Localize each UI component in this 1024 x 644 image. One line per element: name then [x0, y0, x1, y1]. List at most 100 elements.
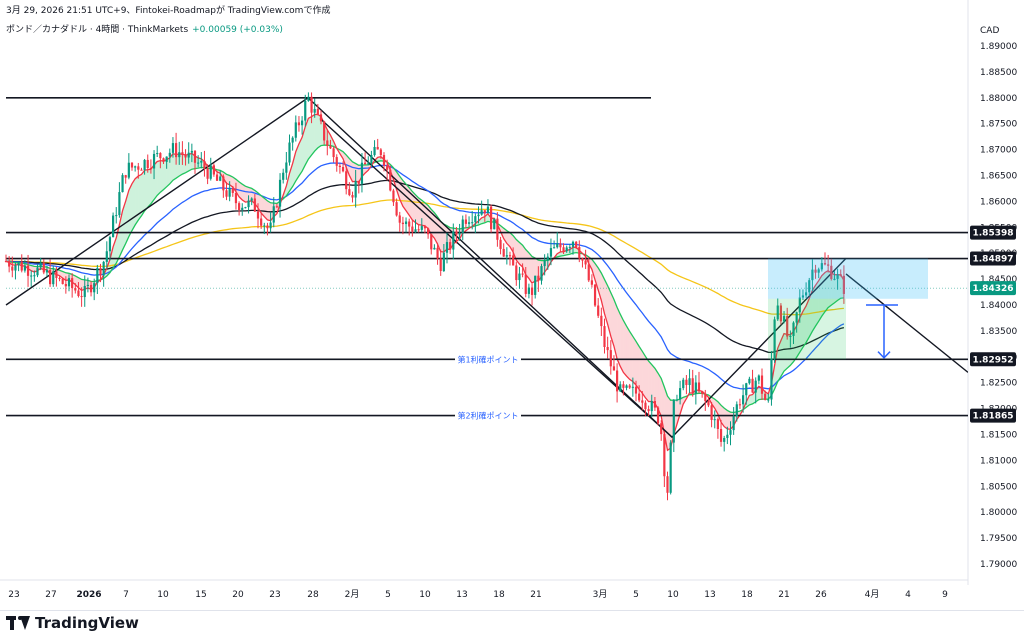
x-tick-label: 21 [778, 590, 789, 600]
cloud-segment [636, 341, 640, 390]
candle-body [612, 366, 616, 371]
candle-body [398, 215, 401, 223]
candle-body [206, 168, 209, 179]
candle-body [445, 242, 449, 253]
cloud-segment [267, 200, 271, 221]
tradingview-logo[interactable]: TradingView [6, 614, 139, 632]
candle-body [767, 399, 770, 401]
x-tick-label: 18 [493, 590, 505, 600]
candle-body [269, 222, 272, 229]
x-tick-label: 20 [232, 590, 244, 600]
cloud-segment [135, 176, 139, 225]
cloud-segment [837, 274, 841, 301]
cloud-segment [519, 242, 523, 268]
candle-body [486, 206, 490, 214]
candle-body [42, 262, 45, 273]
chart-header-info: 3月 29, 2026 21:51 UTC+9、Fintokei-Roadmap… [6, 6, 331, 16]
candle-body [401, 222, 404, 225]
candle-body [23, 265, 26, 271]
candle-body [203, 160, 206, 169]
y-tick-label: 1.79500 [980, 534, 1017, 544]
y-tick-label: 1.80000 [980, 508, 1017, 518]
candle-body [786, 316, 789, 337]
candle-body [625, 385, 628, 388]
candle-body [682, 379, 685, 389]
candle-body [272, 206, 275, 223]
candle-body [540, 266, 543, 281]
candle-body [17, 261, 20, 266]
x-tick-label: 18 [741, 590, 753, 600]
candle-body [490, 206, 493, 230]
brand-name: TradingView [35, 614, 139, 632]
candle-body [609, 350, 612, 367]
candle-body [697, 382, 701, 392]
y-tick-label: 1.86500 [980, 172, 1017, 182]
candle-body [89, 284, 93, 293]
candle-body [546, 256, 549, 261]
cloud-segment [160, 160, 164, 193]
candle-body [247, 200, 250, 208]
candle-body [430, 234, 433, 250]
candle-body [650, 401, 653, 412]
target-box-upper [768, 258, 928, 299]
candle-body [631, 386, 634, 388]
candle-body [187, 152, 190, 158]
cloud-segment [138, 174, 142, 221]
price-label-bg [970, 225, 1016, 240]
x-tick-label: 5 [385, 590, 391, 600]
candle-body [288, 142, 291, 163]
candle-body [414, 229, 417, 232]
cloud-segment [645, 356, 649, 402]
currency-label: CAD [980, 26, 999, 36]
candle-body [827, 264, 830, 266]
cloud-segment [125, 190, 129, 244]
candle-body [39, 262, 42, 268]
cloud-segment [188, 153, 192, 171]
x-tick-label: 2026 [76, 590, 101, 600]
cloud-segment [642, 351, 646, 398]
candle-body [64, 283, 67, 287]
y-tick-label: 1.82500 [980, 379, 1017, 389]
cloud-segment [658, 373, 662, 417]
level-label: 第2利確ポイント [457, 411, 518, 421]
candle-body [568, 246, 571, 248]
candle-body [820, 263, 823, 270]
price-axis[interactable]: 1.89000 1.88500 1.88000 1.87500 1.87000 1.865… [980, 42, 1017, 570]
x-tick-label: 13 [456, 590, 467, 600]
candle-body [524, 274, 527, 294]
price-label-bg [970, 408, 1016, 423]
target-boxes [768, 258, 928, 360]
candle-body [20, 261, 23, 271]
candle-body [379, 149, 382, 156]
candle-body [505, 255, 508, 257]
candle-body [4, 260, 8, 262]
time-axis[interactable]: 23 27 2026 7 10 15 20 23 28 2月 5 10 13 18 21 3月 5 10 13 18 2… [8, 589, 948, 600]
candle-body [483, 210, 486, 214]
candle-body [382, 155, 386, 166]
candle-body [672, 400, 675, 443]
cloud-segment [298, 137, 303, 177]
candle-body [527, 287, 530, 294]
candle-body [93, 283, 96, 293]
candle-body [471, 222, 474, 224]
cloud-segment [434, 212, 438, 245]
candle-body [395, 202, 398, 216]
cloud-segment [676, 399, 681, 425]
candle-body [45, 269, 49, 273]
channel-line [319, 118, 673, 438]
cloud-segment [179, 153, 183, 176]
cloud-segment [607, 285, 611, 337]
candle-body [521, 273, 524, 275]
candle-body [30, 275, 33, 277]
candle-body [250, 198, 253, 201]
candle-body [238, 203, 241, 210]
price-label: 1.84897 [973, 255, 1014, 265]
candle-body [565, 247, 568, 252]
x-tick-label: 21 [530, 590, 541, 600]
cloud-segment [245, 186, 249, 203]
candle-body [748, 378, 751, 384]
cloud-segment [806, 298, 810, 343]
cloud-segment [780, 333, 785, 377]
candle-body [480, 210, 483, 215]
